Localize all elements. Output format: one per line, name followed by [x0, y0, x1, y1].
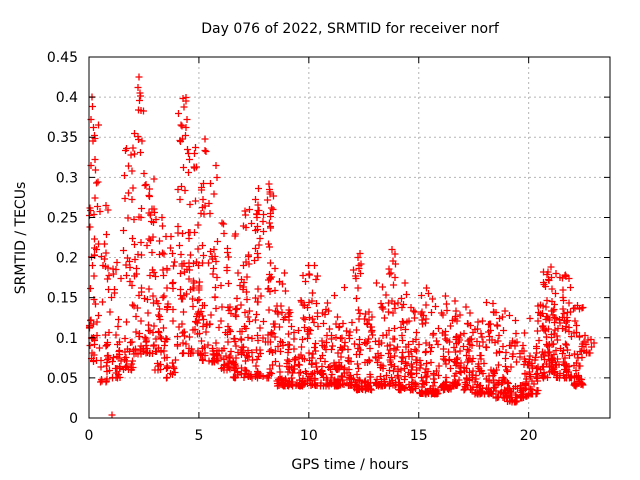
y-tick-label: 0.2: [56, 251, 78, 267]
y-tick-label: 0.1: [56, 331, 78, 347]
x-tick-label: 20: [520, 428, 538, 444]
y-tick-label: 0.35: [47, 130, 78, 146]
srmtid-markers: [86, 73, 598, 419]
y-axis-label: SRMTID / TECUs: [13, 182, 29, 295]
x-tick-label: 0: [85, 428, 94, 444]
x-tick-label: 15: [410, 428, 428, 444]
data-points-srmtid: [86, 73, 598, 419]
x-tick-label: 10: [300, 428, 318, 444]
y-tick-label: 0.15: [47, 291, 78, 307]
y-tick-label: 0.25: [47, 210, 78, 226]
axis-tick-marks: [88, 56, 610, 419]
y-tick-label: 0.3: [56, 170, 78, 186]
chart-title: Day 076 of 2022, SRMTID for receiver nor…: [201, 21, 500, 37]
y-tick-label: 0.05: [47, 371, 78, 387]
y-tick-label: 0: [69, 411, 78, 427]
x-axis-label: GPS time / hours: [291, 457, 408, 473]
y-tick-label: 0.4: [56, 90, 78, 106]
x-tick-label: 5: [194, 428, 203, 444]
tick-labels: 0 5 10 15 20 0 0.05 0.1 0.15 0.2 0.25 0.3 0.35 0.4 0.4…: [47, 50, 538, 444]
plot-frame: [88, 56, 611, 419]
tick-marks: [88, 56, 610, 419]
y-tick-label: 0.45: [47, 50, 78, 66]
